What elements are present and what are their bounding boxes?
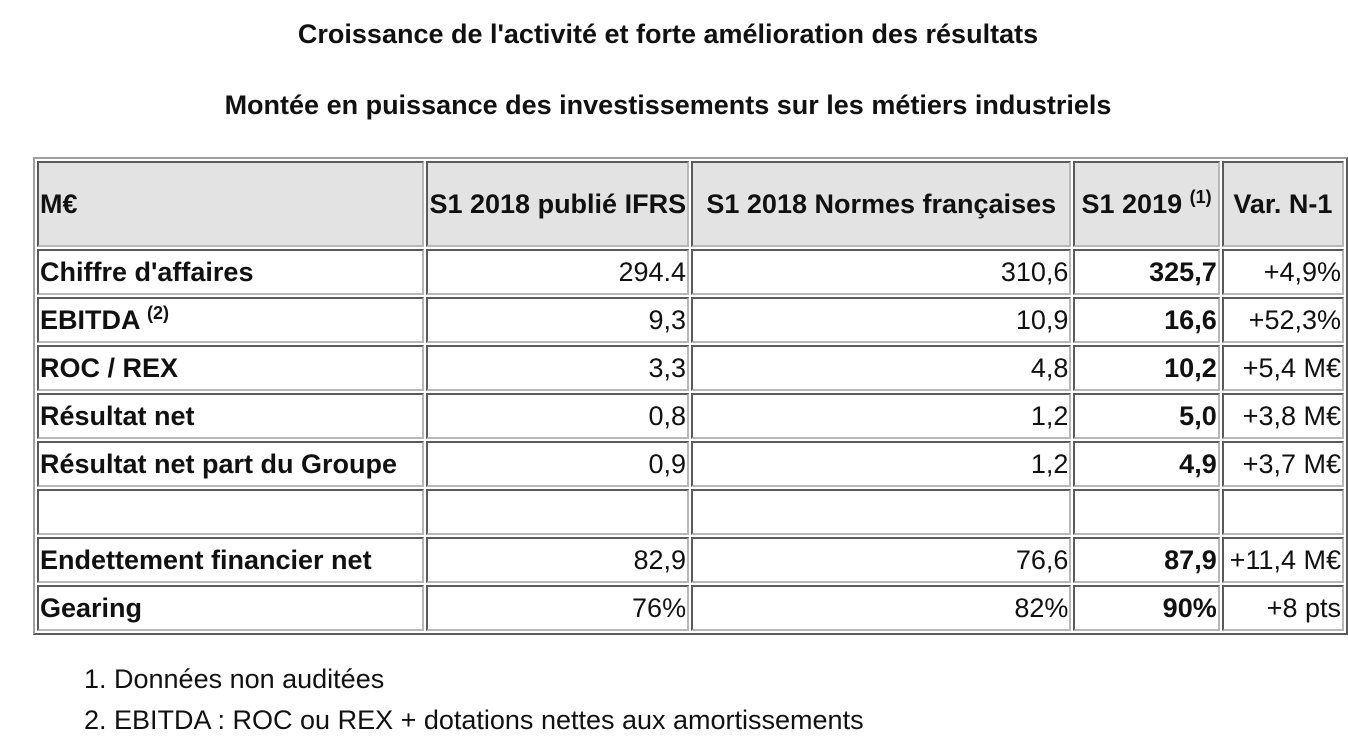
header-s1-2019: S1 2019 (1) [1073,161,1220,247]
row-label: Résultat net part du Groupe [37,441,425,487]
cell-s1-2018-ifrs: 82,9 [426,537,690,583]
table-row: Gearing 76% 82% 90% +8 pts [37,585,1344,631]
row-label: Résultat net [37,393,425,439]
cell-variation: +52,3% [1221,297,1344,343]
cell-variation: +4,9% [1221,249,1344,295]
header-s1-2019-label: S1 2019 [1081,188,1183,219]
cell-s1-2019 [1073,489,1220,535]
header-s1-2018-ifrs: S1 2018 publié IFRS [426,161,690,247]
table-row: Endettement financier net 82,9 76,6 87,9… [37,537,1344,583]
table-row: Résultat net 0,8 1,2 5,0 +3,8 M€ [37,393,1344,439]
footnotes-list: Données non auditées EBITDA : ROC ou REX… [72,659,864,741]
header-variation: Var. N-1 [1221,161,1344,247]
cell-variation: +11,4 M€ [1221,537,1344,583]
cell-s1-2018-ifrs [426,489,690,535]
financial-results-table: M€ S1 2018 publié IFRS S1 2018 Normes fr… [33,157,1348,635]
cell-s1-2018-french: 10,9 [691,297,1072,343]
header-unit: M€ [37,161,425,247]
cell-s1-2018-french: 1,2 [691,441,1072,487]
row-label: Endettement financier net [37,537,425,583]
row-label: ROC / REX [37,345,425,391]
cell-s1-2019: 10,2 [1073,345,1220,391]
cell-variation: +3,8 M€ [1221,393,1344,439]
table-row: Chiffre d'affaires 294.4 310,6 325,7 +4,… [37,249,1344,295]
cell-variation: +5,4 M€ [1221,345,1344,391]
cell-s1-2019: 4,9 [1073,441,1220,487]
cell-s1-2018-ifrs: 9,3 [426,297,690,343]
table-header-row: M€ S1 2018 publié IFRS S1 2018 Normes fr… [37,161,1344,247]
cell-s1-2018-ifrs: 76% [426,585,690,631]
row-label: EBITDA (2) [37,297,425,343]
row-label: Gearing [37,585,425,631]
header-s1-2018-ifrs-label: S1 2018 publié IFRS [429,188,687,219]
cell-variation: +8 pts [1221,585,1344,631]
cell-s1-2019: 16,6 [1073,297,1220,343]
table-row-spacer [37,489,1344,535]
footnote-item: Données non auditées [114,659,864,700]
cell-s1-2018-ifrs: 3,3 [426,345,690,391]
cell-variation: +3,7 M€ [1221,441,1344,487]
cell-s1-2018-french: 76,6 [691,537,1072,583]
cell-s1-2018-ifrs: 294.4 [426,249,690,295]
cell-s1-2019: 90% [1073,585,1220,631]
footnote-item: EBITDA : ROC ou REX + dotations nettes a… [114,700,864,741]
cell-variation [1221,489,1344,535]
table-row: EBITDA (2) 9,3 10,9 16,6 +52,3% [37,297,1344,343]
cell-s1-2018-french: 310,6 [691,249,1072,295]
page-subtitle: Montée en puissance des investissements … [224,90,1112,120]
cell-s1-2018-french: 1,2 [691,393,1072,439]
cell-s1-2018-french: 82% [691,585,1072,631]
cell-s1-2018-ifrs: 0,9 [426,441,690,487]
header-s1-2018-french: S1 2018 Normes françaises [691,161,1072,247]
row-footnote-ref: (2) [147,302,170,323]
row-label: Chiffre d'affaires [37,249,425,295]
cell-s1-2018-ifrs: 0,8 [426,393,690,439]
cell-s1-2019: 87,9 [1073,537,1220,583]
cell-s1-2018-french: 4,8 [691,345,1072,391]
cell-s1-2019: 5,0 [1073,393,1220,439]
row-label [37,489,425,535]
cell-s1-2019: 325,7 [1073,249,1220,295]
header-s1-2019-footnote-ref: (1) [1189,186,1212,207]
page-title: Croissance de l'activité et forte amélio… [297,19,1039,49]
cell-s1-2018-french [691,489,1072,535]
table-row: ROC / REX 3,3 4,8 10,2 +5,4 M€ [37,345,1344,391]
table-row: Résultat net part du Groupe 0,9 1,2 4,9 … [37,441,1344,487]
